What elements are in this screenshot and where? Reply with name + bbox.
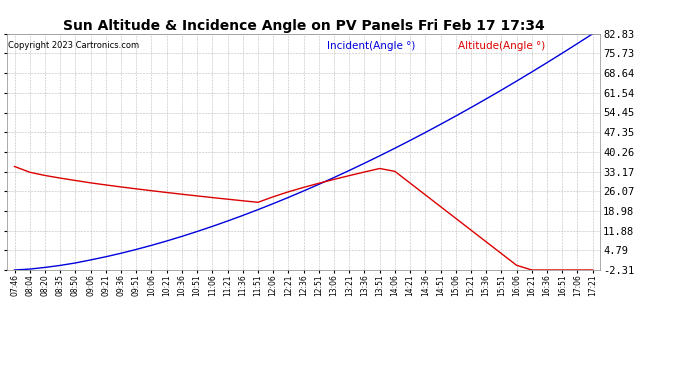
Text: Incident(Angle °): Incident(Angle °) bbox=[327, 41, 415, 51]
Text: Copyright 2023 Cartronics.com: Copyright 2023 Cartronics.com bbox=[8, 41, 139, 50]
Text: Altitude(Angle °): Altitude(Angle °) bbox=[458, 41, 545, 51]
Title: Sun Altitude & Incidence Angle on PV Panels Fri Feb 17 17:34: Sun Altitude & Incidence Angle on PV Pan… bbox=[63, 19, 544, 33]
